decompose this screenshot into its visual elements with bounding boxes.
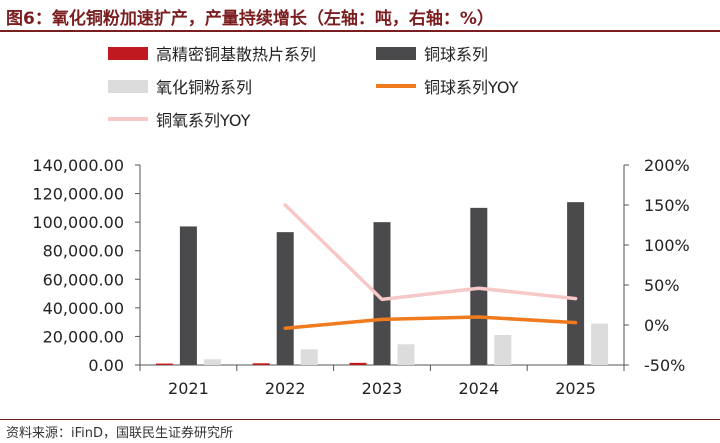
left-tick-label: 100,000.00 xyxy=(32,213,124,232)
title-divider xyxy=(0,30,720,32)
legend-label: 氧化铜粉系列 xyxy=(156,78,252,97)
right-tick-label: -50% xyxy=(644,356,685,375)
bar-2 xyxy=(470,207,488,365)
right-tick-label: 100% xyxy=(644,236,690,255)
right-tick-label: 200% xyxy=(644,156,690,175)
bar-3 xyxy=(494,335,512,365)
bar-3 xyxy=(203,359,221,365)
source-note: 资料来源：iFinD，国联民生证券研究所 xyxy=(6,426,234,441)
bar-3 xyxy=(591,323,609,365)
legend-label: 铜氧系列YOY xyxy=(156,111,251,130)
chart-title: 图6：氧化铜粉加速扩产，产量持续增长（左轴：吨，右轴：%） xyxy=(6,9,494,29)
bar-3 xyxy=(300,349,318,365)
right-tick-label: 50% xyxy=(644,276,680,295)
legend-label: 铜球系列 xyxy=(424,45,488,64)
legend-swatch xyxy=(376,47,416,60)
bar-2 xyxy=(179,226,197,365)
left-tick-label: 80,000.00 xyxy=(43,242,124,261)
left-tick-label: 140,000.00 xyxy=(32,156,124,175)
left-tick-label: 20,000.00 xyxy=(43,327,124,346)
x-tick-label: 2022 xyxy=(265,379,306,398)
source-divider xyxy=(0,419,720,420)
bar-1 xyxy=(349,362,367,365)
legend-label: 高精密铜基散热片系列 xyxy=(156,45,316,64)
legend-label: 铜球系列YOY xyxy=(424,78,519,97)
legend-swatch xyxy=(108,80,148,93)
bar-3 xyxy=(397,344,415,365)
legend-swatch xyxy=(108,47,148,60)
line-series-2 xyxy=(283,203,578,302)
left-tick-label: 40,000.00 xyxy=(43,299,124,318)
bar-2 xyxy=(567,202,585,365)
right-tick-label: 150% xyxy=(644,196,690,215)
bar-2 xyxy=(373,222,391,365)
line-series-1 xyxy=(283,315,578,330)
left-tick-label: 120,000.00 xyxy=(32,185,124,204)
right-tick-label: 0% xyxy=(644,316,669,335)
bar-2 xyxy=(276,232,294,365)
x-tick-label: 2023 xyxy=(362,379,403,398)
left-tick-label: 60,000.00 xyxy=(43,270,124,289)
x-tick-label: 2024 xyxy=(458,379,499,398)
bar-1 xyxy=(252,363,270,365)
x-tick-label: 2021 xyxy=(168,379,209,398)
bar-1 xyxy=(155,363,173,365)
x-tick-label: 2025 xyxy=(555,379,596,398)
left-tick-label: 0.00 xyxy=(88,356,124,375)
